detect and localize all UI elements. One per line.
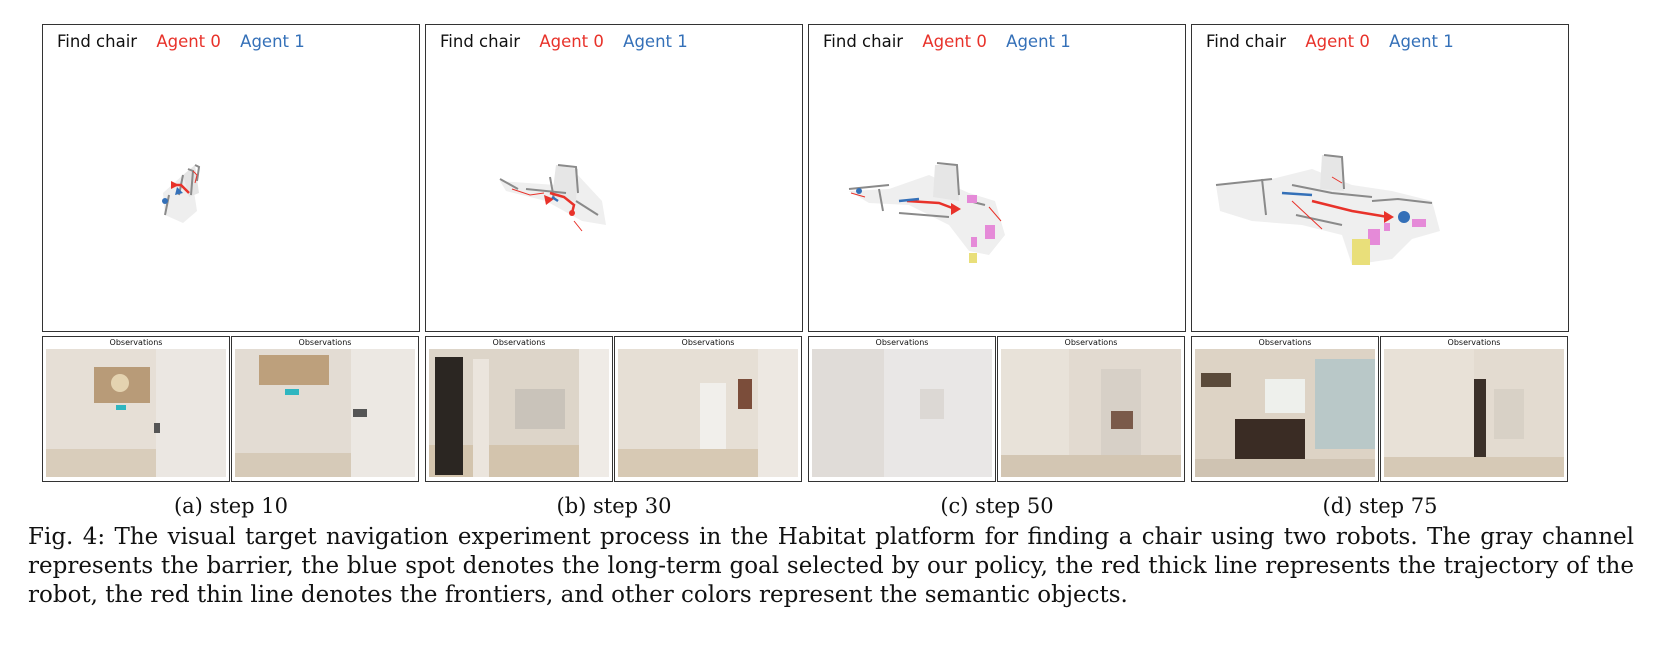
barrier <box>1215 154 1433 226</box>
observation-agent-0: Observations <box>1191 336 1379 482</box>
semantic-map: Find chair Agent 0 Agent 1 <box>1191 24 1569 332</box>
agent-0-marker <box>171 181 179 189</box>
observations-row: Observations Observations <box>425 336 803 482</box>
panel-step-75: Find chair Agent 0 Agent 1 <box>1191 24 1569 518</box>
agent-0-trajectory <box>906 199 956 211</box>
explored-area <box>1216 155 1440 265</box>
observations-row: Observations Observations <box>808 336 1186 482</box>
agent-1-trajectory <box>898 197 920 203</box>
map-drawing <box>162 164 201 223</box>
agent-0-marker <box>1384 211 1394 223</box>
observation-image <box>1384 349 1564 477</box>
frontier <box>1291 176 1343 230</box>
figure-caption: Fig. 4: The visual target navigation exp… <box>28 524 1634 608</box>
map-legend: Find chair Agent 0 Agent 1 <box>1206 32 1468 51</box>
subfigure-caption: (b) step 30 <box>556 494 672 518</box>
panel-step-50: Find chair Agent 0 Agent 1 <box>808 24 1186 518</box>
legend-agent-0: Agent 0 <box>539 32 604 51</box>
long-term-goal-spot <box>1398 211 1410 223</box>
map-legend: Find chair Agent 0 Agent 1 <box>823 32 1085 51</box>
agent-0-marker <box>544 195 554 205</box>
observation-agent-0: Observations <box>42 336 230 482</box>
map-legend: Find chair Agent 0 Agent 1 <box>440 32 702 51</box>
legend-goal: Find chair <box>57 32 138 51</box>
agent-0-marker <box>951 203 961 215</box>
observations-label: Observations <box>1064 338 1118 347</box>
semantic-object-yellow <box>969 253 977 263</box>
observation-image <box>812 349 992 477</box>
legend-agent-1: Agent 1 <box>1389 32 1454 51</box>
explored-area <box>849 165 1005 255</box>
observation-agent-0: Observations <box>808 336 996 482</box>
observation-image <box>46 349 226 477</box>
legend-goal: Find chair <box>823 32 904 51</box>
observation-image <box>1001 349 1181 477</box>
observation-agent-1: Observations <box>231 336 419 482</box>
semantic-objects <box>1368 219 1426 245</box>
subfigure-caption: (d) step 75 <box>1322 494 1438 518</box>
observations-row: Observations Observations <box>1191 336 1569 482</box>
observation-agent-1: Observations <box>1380 336 1568 482</box>
observations-label: Observations <box>1258 338 1312 347</box>
frontier <box>192 170 198 184</box>
observations-label: Observations <box>681 338 735 347</box>
legend-agent-0: Agent 0 <box>1305 32 1370 51</box>
observation-agent-1: Observations <box>614 336 802 482</box>
subfigure-caption: (a) step 10 <box>173 494 289 518</box>
map-legend: Find chair Agent 0 Agent 1 <box>57 32 319 51</box>
agent-0-trajectory <box>549 191 576 214</box>
subfigure-caption: (c) step 50 <box>940 494 1054 518</box>
long-term-goal-spot <box>162 198 168 204</box>
barrier <box>848 162 986 218</box>
agent-1-trajectory <box>551 195 559 203</box>
observations-label: Observations <box>1447 338 1501 347</box>
observations-label: Observations <box>875 338 929 347</box>
observation-image <box>429 349 609 477</box>
agent-1-trajectory <box>1281 191 1313 197</box>
legend-agent-0: Agent 0 <box>922 32 987 51</box>
legend-agent-0: Agent 0 <box>156 32 221 51</box>
legend-agent-1: Agent 1 <box>623 32 688 51</box>
map-drawing <box>848 162 1005 263</box>
panel-step-30: Find chair Agent 0 Agent 1 Obs <box>425 24 803 518</box>
agent-0-trajectory <box>1311 199 1389 219</box>
frontier <box>511 188 583 232</box>
semantic-objects <box>967 195 995 247</box>
long-term-goal-spot <box>569 210 575 216</box>
agent-1-marker <box>175 187 183 195</box>
semantic-map: Find chair Agent 0 Agent 1 <box>425 24 803 332</box>
observations-label: Observations <box>109 338 163 347</box>
legend-goal: Find chair <box>440 32 521 51</box>
legend-goal: Find chair <box>1206 32 1287 51</box>
legend-agent-1: Agent 1 <box>240 32 305 51</box>
observations-row: Observations Observations <box>42 336 420 482</box>
observations-label: Observations <box>298 338 352 347</box>
long-term-goal-spot <box>856 188 862 194</box>
semantic-map: Find chair Agent 0 Agent 1 <box>42 24 420 332</box>
panel-step-10: Find chair Agent 0 Agent 1 Observations <box>42 24 420 518</box>
map-drawing <box>499 164 606 232</box>
semantic-object-yellow <box>1352 239 1370 265</box>
observation-image <box>618 349 798 477</box>
observation-agent-0: Observations <box>425 336 613 482</box>
observation-image <box>235 349 415 477</box>
observation-agent-1: Observations <box>997 336 1185 482</box>
observation-image <box>1195 349 1375 477</box>
legend-agent-1: Agent 1 <box>1006 32 1071 51</box>
barrier <box>499 164 599 216</box>
map-drawing <box>1215 154 1440 265</box>
observations-label: Observations <box>492 338 546 347</box>
frontier <box>850 192 1002 222</box>
semantic-map: Find chair Agent 0 Agent 1 <box>808 24 1186 332</box>
